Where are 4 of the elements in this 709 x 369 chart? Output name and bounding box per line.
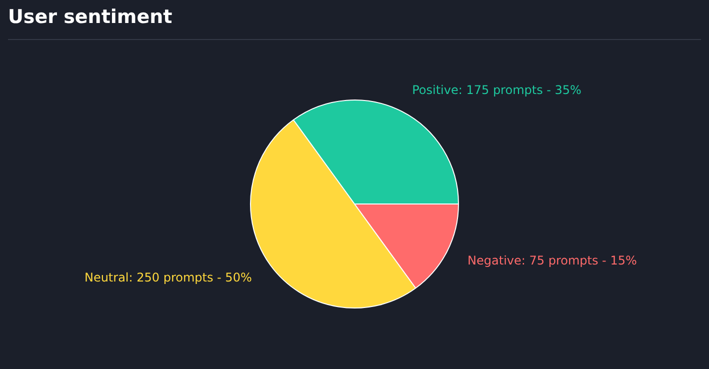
slice-label: Negative: 75 prompts - 15%: [468, 254, 637, 268]
chart-title: User sentiment: [8, 5, 174, 28]
slice-label: Positive: 175 prompts - 35%: [412, 83, 582, 98]
slice-label: Neutral: 250 prompts - 50%: [84, 270, 252, 285]
